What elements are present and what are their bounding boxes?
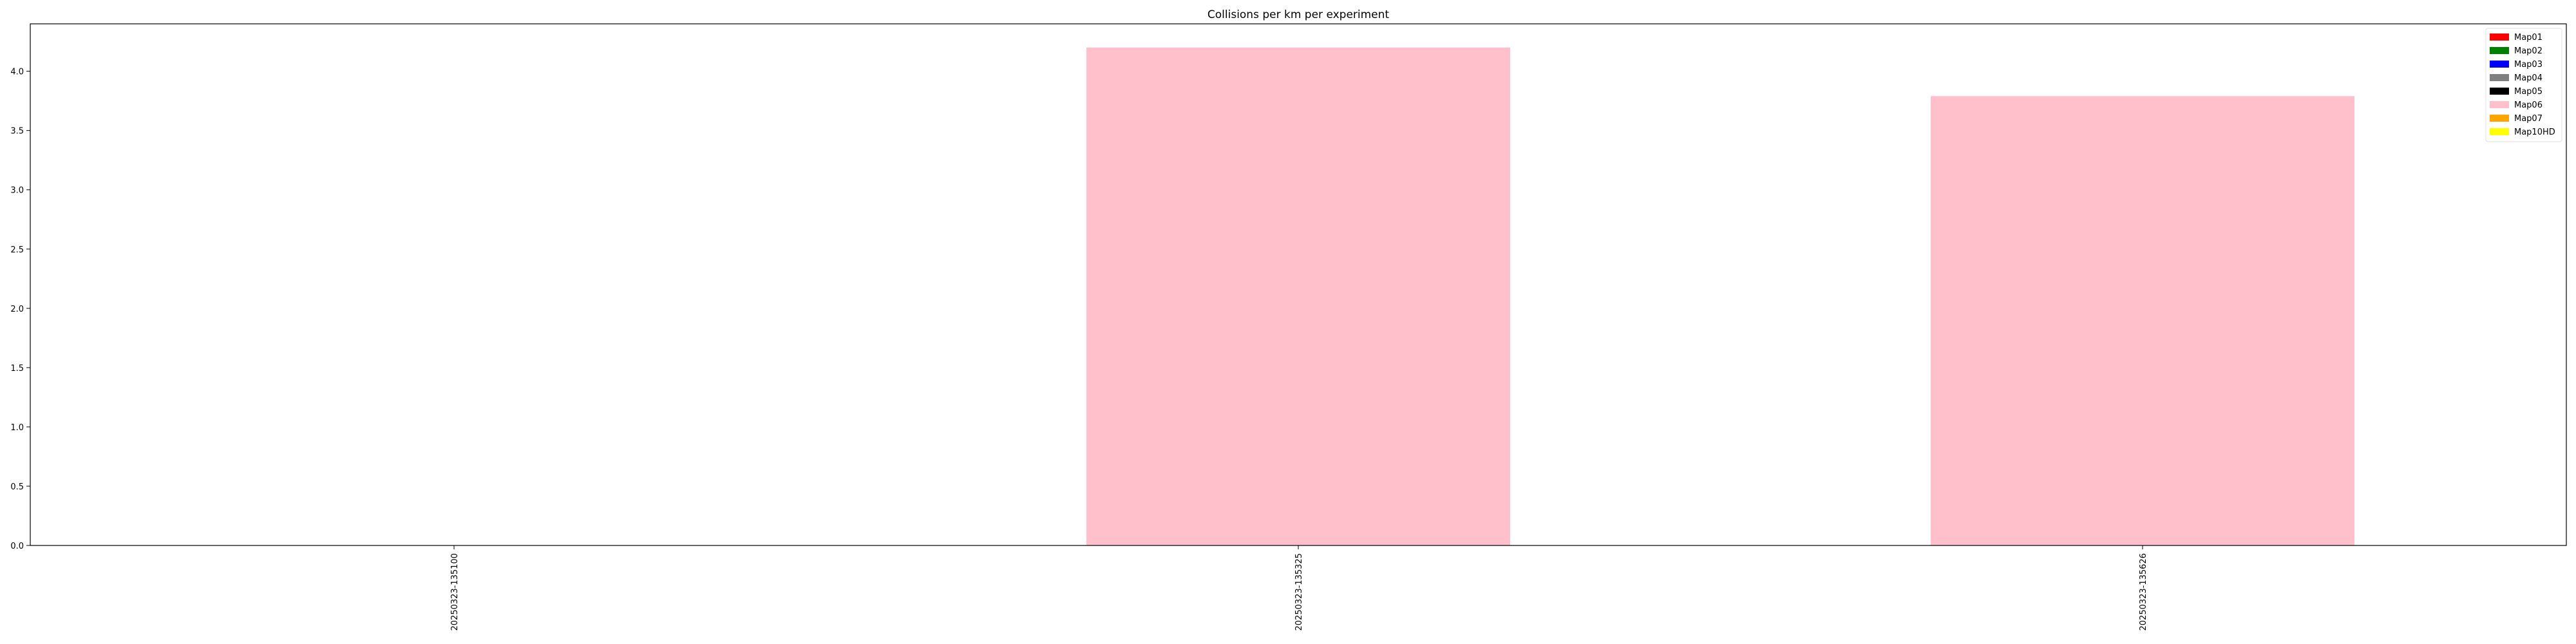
legend-label-map10hd: Map10HD [2514, 128, 2555, 137]
x-axis: 20250323-135100 20250323-135325 20250323-1… [450, 545, 2148, 631]
legend-label-map05: Map05 [2514, 87, 2543, 97]
y-tick-label: 3.5 [10, 127, 24, 137]
y-tick-label: 2.0 [10, 305, 24, 314]
legend-swatch-map06 [2490, 101, 2509, 108]
y-tick-label: 2.5 [10, 245, 24, 255]
y-tick-label: 1.5 [10, 364, 24, 374]
x-tick-label: 20250323-135325 [1294, 553, 1304, 631]
legend-swatch-map07 [2490, 115, 2509, 122]
y-tick-label: 0.0 [10, 542, 24, 551]
y-tick-label: 4.0 [10, 68, 24, 77]
legend-label-map01: Map01 [2514, 33, 2543, 43]
legend-label-map07: Map07 [2514, 114, 2543, 124]
legend-swatch-map04 [2490, 74, 2509, 81]
y-tick-label: 3.0 [10, 186, 24, 196]
y-tick-label: 0.5 [10, 482, 24, 492]
legend: Map01 Map02 Map03 Map04 Map05 Map06 Map07 Map10… [2485, 28, 2562, 142]
legend-swatch-map05 [2490, 88, 2509, 95]
y-axis: 0.0 0.5 1.0 1.5 2.0 2.5 3.0 3.5 4.0 [10, 68, 30, 551]
bars-layer [1086, 47, 2354, 546]
legend-box [2485, 28, 2562, 142]
legend-label-map03: Map03 [2514, 60, 2543, 70]
bar-map06-1 [1086, 47, 1510, 546]
legend-swatch-map10hd [2490, 128, 2509, 135]
legend-label-map06: Map06 [2514, 100, 2543, 110]
legend-swatch-map02 [2490, 47, 2509, 54]
legend-swatch-map01 [2490, 33, 2509, 41]
x-tick-label: 20250323-135626 [2139, 553, 2148, 631]
bar-map06-2 [1931, 96, 2354, 545]
y-tick-label: 1.0 [10, 423, 24, 433]
x-tick-label: 20250323-135100 [450, 553, 460, 631]
legend-label-map02: Map02 [2514, 46, 2543, 56]
legend-swatch-map03 [2490, 61, 2509, 68]
chart-title: Collisions per km per experiment [1208, 8, 1390, 21]
legend-label-map04: Map04 [2514, 73, 2543, 83]
